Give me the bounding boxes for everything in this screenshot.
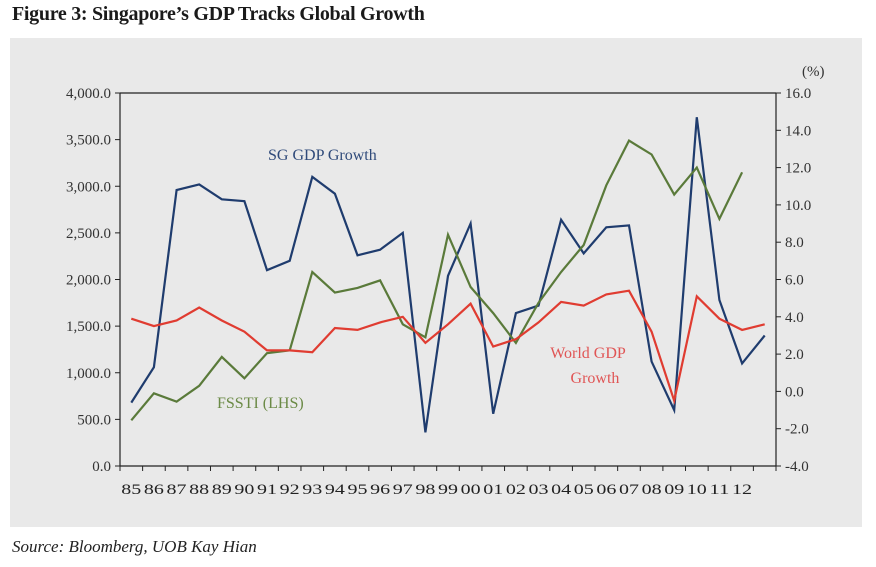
series-line-fssti-lhs [130, 139, 744, 422]
left-tick-label: 4,000.0 [66, 86, 111, 102]
right-axis-ticks: -4.0 -2.0 0.0 2.0 4.0 6.0 8.0 10.0 12.0 14.0 16.0 [776, 86, 811, 475]
line-chart: 0.0 500.0 1,000.0 1,500.0 2,000.0 2,500.0 3,00… [66, 64, 825, 498]
left-tick-label: 0.0 [92, 459, 111, 475]
chart-panel: 0.0 500.0 1,000.0 1,500.0 2,000.0 2,500.0 3,00… [10, 38, 862, 527]
left-tick-label: 1,500.0 [66, 319, 111, 335]
left-axis-ticks: 0.0 500.0 1,000.0 1,500.0 2,000.0 2,500.0 3,00… [66, 86, 120, 475]
x-tick-label: 93 [302, 482, 322, 498]
x-tick-label: 02 [506, 482, 526, 498]
series-lines [130, 117, 766, 433]
annotation-sg-gdp-growth: SG GDP Growth [268, 147, 377, 164]
right-tick-label: 0.0 [785, 384, 804, 400]
x-tick-label: 86 [144, 482, 165, 498]
x-tick-label: 08 [642, 482, 662, 498]
x-tick-label: 85 [121, 482, 141, 498]
x-tick-label: 03 [528, 482, 548, 498]
x-tick-label: 07 [619, 482, 640, 498]
left-tick-label: 2,500.0 [66, 226, 111, 242]
x-tick-label: 95 [348, 482, 368, 498]
series-line-sg-gdp-growth [130, 117, 766, 433]
right-tick-label: -2.0 [785, 422, 809, 438]
series-line-world-gdp-growth [130, 289, 765, 405]
figure-title: Figure 3: Singapore’s GDP Tracks Global … [12, 3, 425, 25]
right-tick-label: 4.0 [785, 310, 804, 326]
right-tick-label: 10.0 [785, 198, 811, 214]
annotation-world-gdp-line1: World GDP [550, 345, 626, 362]
x-tick-label: 91 [257, 482, 277, 498]
x-tick-label: 00 [461, 482, 481, 498]
left-tick-label: 3,000.0 [66, 179, 111, 195]
x-tick-label: 11 [709, 482, 729, 498]
source-note: Source: Bloomberg, UOB Kay Hian [12, 537, 257, 556]
right-tick-label: 16.0 [785, 86, 811, 102]
x-tick-label: 96 [370, 482, 391, 498]
x-tick-label: 88 [189, 482, 209, 498]
x-tick-label: 06 [596, 482, 617, 498]
left-tick-label: 2,000.0 [66, 273, 111, 289]
x-tick-label: 01 [483, 482, 503, 498]
x-tick-label: 89 [212, 482, 232, 498]
x-tick-label: 12 [732, 482, 752, 498]
x-tick-label: 92 [280, 482, 300, 498]
right-tick-label: 6.0 [785, 273, 804, 289]
right-tick-label: 2.0 [785, 347, 804, 363]
right-tick-label: 8.0 [785, 235, 804, 251]
left-tick-label: 3,500.0 [66, 133, 111, 149]
x-tick-label: 04 [551, 482, 572, 498]
x-tick-label: 97 [393, 482, 414, 498]
right-tick-label: 12.0 [785, 161, 811, 177]
x-tick-label: 98 [415, 482, 435, 498]
left-tick-label: 500.0 [77, 412, 111, 428]
x-tick-label: 99 [438, 482, 458, 498]
x-tick-label: 10 [687, 482, 707, 498]
left-tick-label: 1,000.0 [66, 366, 111, 382]
right-tick-label: -4.0 [785, 459, 809, 475]
x-tick-label: 90 [234, 482, 254, 498]
x-tick-label: 09 [664, 482, 684, 498]
right-tick-label: 14.0 [785, 123, 811, 139]
annotation-fssti: FSSTI (LHS) [217, 395, 304, 412]
right-axis-unit-label: (%) [802, 64, 825, 80]
x-tick-label: 87 [167, 482, 188, 498]
x-tick-label: 05 [574, 482, 594, 498]
x-tick-label: 94 [325, 482, 346, 498]
x-axis-ticks: 85 86 87 88 89 90 91 92 93 94 95 96 97 98 99 00 01 02 03 04… [119, 466, 777, 498]
annotation-world-gdp-line2: Growth [571, 370, 620, 387]
